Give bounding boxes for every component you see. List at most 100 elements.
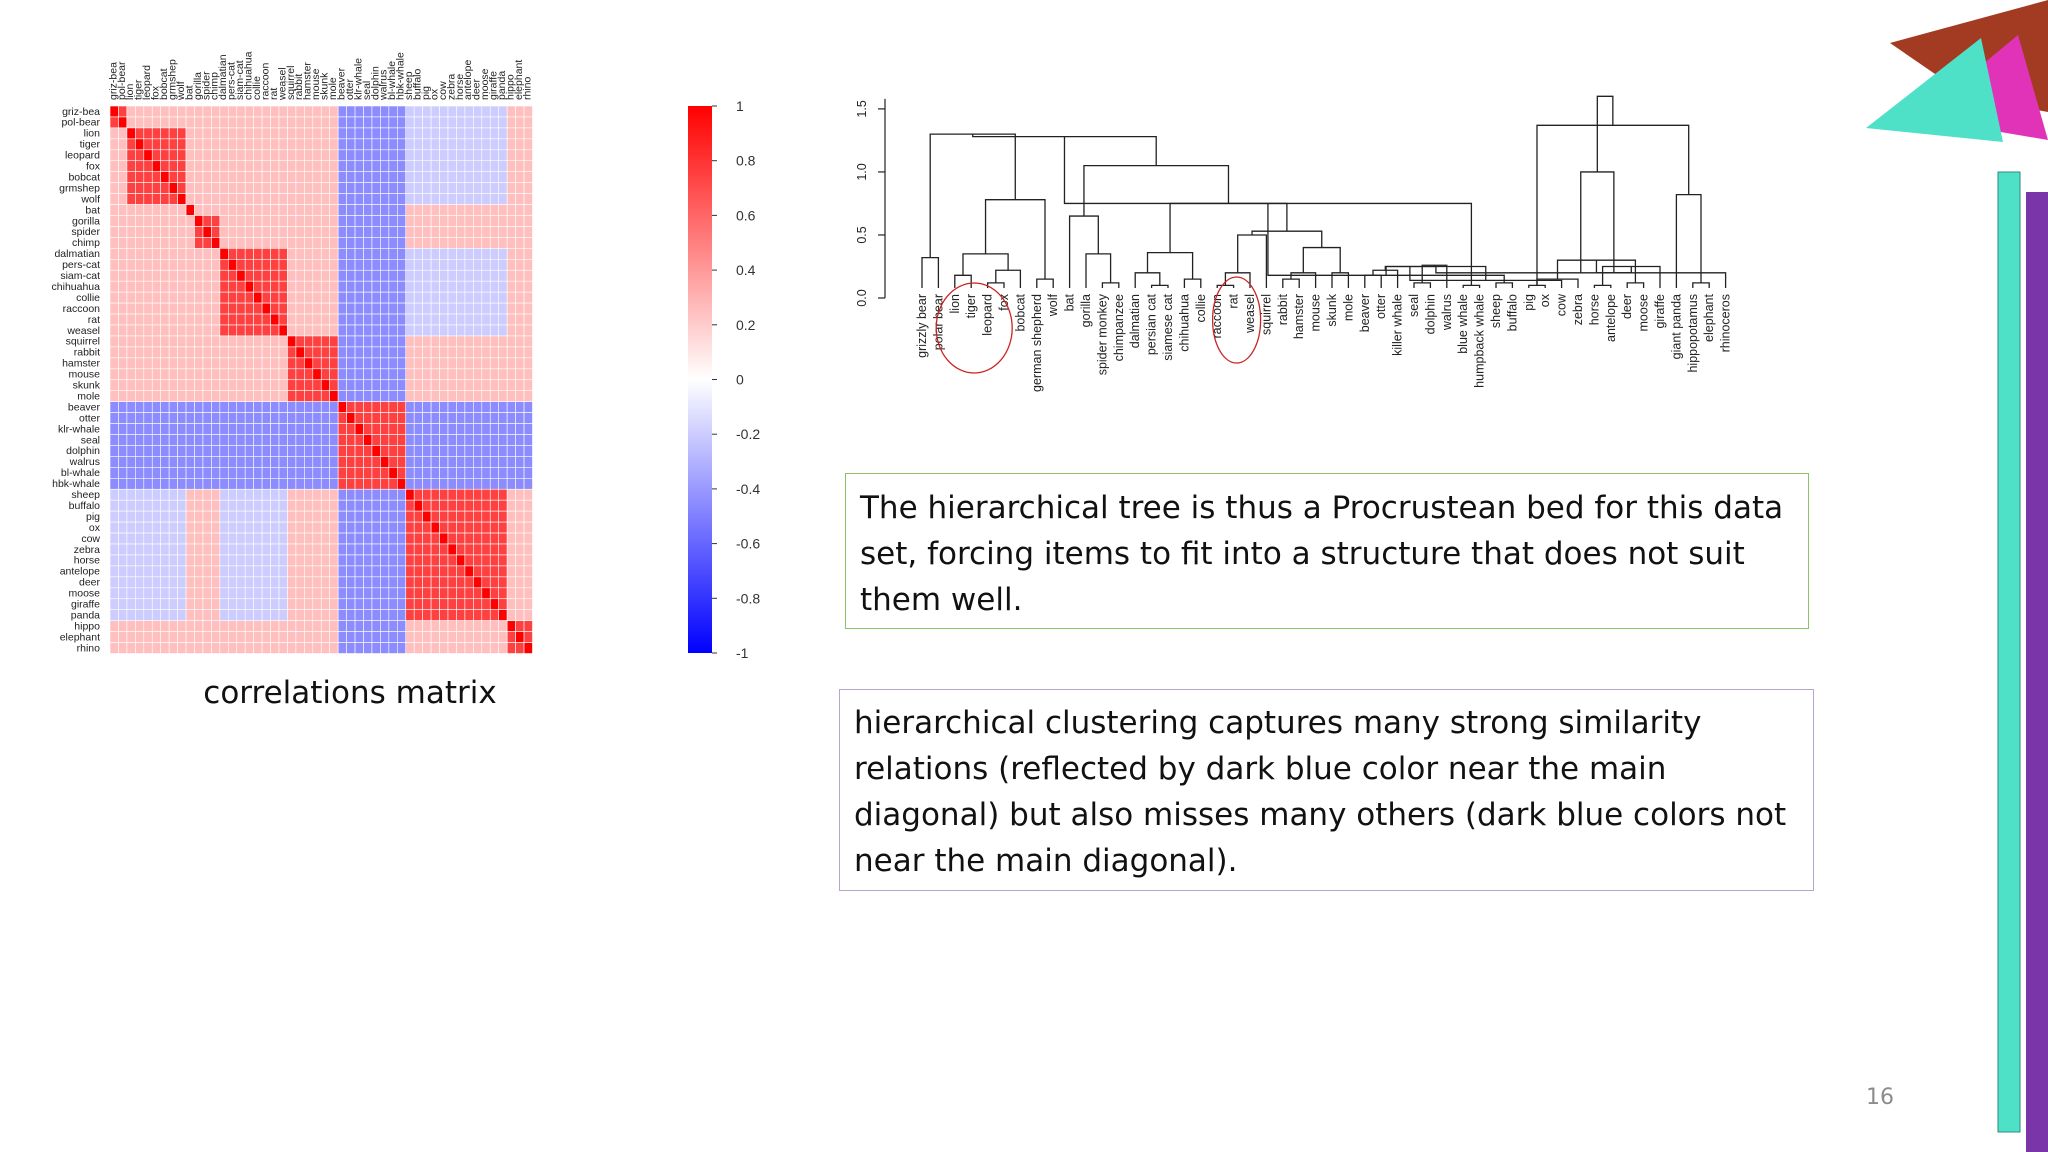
heatmap-cell <box>228 510 238 523</box>
heatmap-cell <box>202 138 212 151</box>
heatmap-cell <box>506 510 516 523</box>
heatmap-cell <box>473 357 483 370</box>
heatmap-cell <box>439 412 449 424</box>
heatmap-cell <box>430 499 440 512</box>
heatmap-cell <box>380 248 390 260</box>
heatmap-cell <box>185 193 195 205</box>
heatmap-cell <box>523 477 533 490</box>
heatmap-col-label: hamster <box>302 62 314 100</box>
heatmap-cell <box>523 609 533 621</box>
heatmap-cell <box>396 226 407 238</box>
heatmap-cell <box>202 532 212 545</box>
heatmap-cell <box>523 171 533 183</box>
heatmap-cell <box>363 105 373 118</box>
heatmap-cell <box>320 269 330 282</box>
heatmap-cell <box>506 488 516 501</box>
heatmap-cell <box>185 291 195 304</box>
heatmap-cell <box>244 576 254 589</box>
heatmap-cell <box>270 521 280 534</box>
heatmap-cell <box>126 423 136 435</box>
heatmap-cell <box>489 269 499 282</box>
heatmap-col-label: elephant <box>513 60 525 100</box>
heatmap-cell <box>481 248 491 260</box>
heatmap-cell <box>439 226 449 238</box>
heatmap-cell <box>160 565 170 578</box>
heatmap-cell <box>202 215 212 227</box>
heatmap-cell <box>312 401 322 413</box>
heatmap-cell <box>160 204 170 216</box>
heatmap-cell <box>135 302 145 315</box>
dendrogram-leaf-label: elephant <box>1702 293 1716 341</box>
heatmap-cell <box>244 357 254 370</box>
dendrogram-leaf-label: rhinoceros <box>1719 294 1733 352</box>
heatmap-cell <box>498 631 508 643</box>
heatmap-cell <box>464 160 474 172</box>
heatmap-cell <box>168 477 178 490</box>
heatmap-cell <box>354 291 364 304</box>
heatmap-cell <box>177 609 187 621</box>
heatmap-cell <box>244 598 254 610</box>
heatmap-cell <box>320 467 330 479</box>
heatmap-cell <box>363 488 373 501</box>
heatmap-cell <box>244 499 254 512</box>
heatmap-cell <box>405 291 415 304</box>
heatmap-cell <box>194 193 204 205</box>
heatmap-cell <box>346 138 356 151</box>
heatmap-cell <box>498 226 508 238</box>
heatmap-cell <box>194 620 204 632</box>
heatmap-cell <box>320 116 330 129</box>
heatmap-cell <box>270 565 280 578</box>
heatmap-cell <box>118 248 128 260</box>
heatmap-cell <box>413 532 423 545</box>
heatmap-col-label: beaver <box>335 67 347 100</box>
heatmap-col-label: weasel <box>276 67 288 101</box>
heatmap-cell <box>464 105 474 118</box>
heatmap-cell <box>194 149 204 162</box>
heatmap-cell <box>194 138 204 151</box>
heatmap-cell <box>261 127 271 140</box>
heatmap-cell <box>202 467 212 479</box>
heatmap-cell <box>160 182 170 194</box>
heatmap-cell <box>363 302 373 315</box>
heatmap-cell <box>236 379 246 391</box>
heatmap-cell <box>270 445 280 457</box>
heatmap-cell <box>396 532 407 545</box>
heatmap-col-label: sheep <box>403 71 415 100</box>
heatmap-cell <box>135 280 145 293</box>
heatmap-cell <box>312 445 322 457</box>
heatmap-cell <box>337 620 347 632</box>
heatmap-cell <box>329 280 339 293</box>
heatmap-cell <box>228 269 238 282</box>
heatmap-cell <box>320 565 330 578</box>
heatmap-cell <box>498 565 508 578</box>
heatmap-cell <box>363 258 373 271</box>
heatmap-cell <box>177 467 187 479</box>
heatmap-cell <box>489 258 499 271</box>
heatmap-cell <box>354 302 364 315</box>
heatmap-cell <box>422 510 432 523</box>
heatmap-cell <box>160 467 170 479</box>
heatmap-cell <box>329 335 339 348</box>
heatmap-cell <box>253 105 263 118</box>
dendrogram-leaf-label: gorilla <box>1079 294 1093 327</box>
heatmap-cell <box>329 488 339 501</box>
heatmap-cell <box>135 477 145 490</box>
heatmap-cell <box>447 182 457 194</box>
heatmap-cell <box>422 609 432 621</box>
heatmap-cell <box>422 631 432 643</box>
heatmap-cell <box>109 477 119 490</box>
heatmap-cell <box>439 127 449 140</box>
heatmap-cell <box>185 631 195 643</box>
heatmap-cell <box>236 554 246 567</box>
heatmap-cell <box>329 565 339 578</box>
heatmap-cell <box>168 642 178 654</box>
heatmap-cell <box>228 401 238 413</box>
heatmap-cell <box>380 368 390 381</box>
dendrogram-link <box>1495 282 1514 288</box>
heatmap-cell <box>253 401 263 413</box>
heatmap-cell <box>498 510 508 523</box>
heatmap-cell <box>439 510 449 523</box>
heatmap-cell <box>143 379 153 391</box>
heatmap-cell <box>320 204 330 216</box>
heatmap-col-label: dalmatian <box>217 54 229 100</box>
